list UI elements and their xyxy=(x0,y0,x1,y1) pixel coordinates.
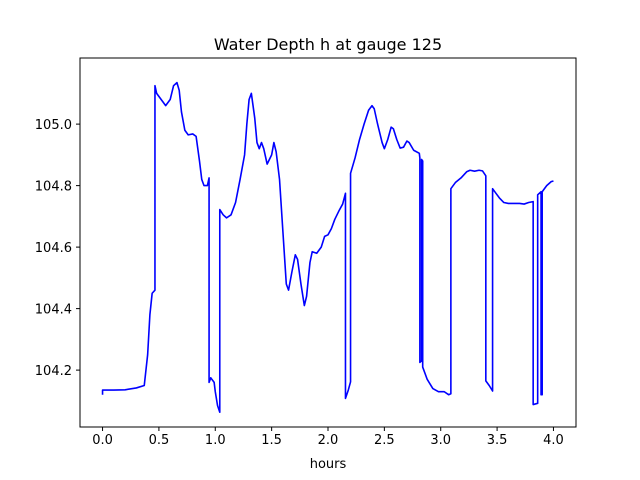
x-tick-label: 2.0 xyxy=(318,433,339,448)
chart-title: Water Depth h at gauge 125 xyxy=(214,35,442,54)
y-axis-ticks: 104.2 104.4 104.6 104.8 105.0 xyxy=(35,118,80,379)
x-tick-label: 0.5 xyxy=(149,433,170,448)
x-tick-label: 3.0 xyxy=(430,433,451,448)
x-tick-label: 0.0 xyxy=(92,433,113,448)
x-tick-label: 2.5 xyxy=(374,433,395,448)
x-tick-label: 4.0 xyxy=(543,433,564,448)
y-tick-label: 105.0 xyxy=(35,118,72,133)
y-tick-label: 104.8 xyxy=(35,180,72,195)
series-line-gauge-125 xyxy=(101,81,554,414)
x-axis-label: hours xyxy=(310,457,347,472)
x-tick-label: 3.5 xyxy=(487,433,508,448)
y-tick-label: 104.2 xyxy=(35,364,72,379)
y-tick-label: 104.6 xyxy=(35,241,72,256)
x-tick-label: 1.5 xyxy=(261,433,282,448)
x-axis-ticks: 0.0 0.5 1.0 1.5 2.0 2.5 3.0 3.5 4.0 xyxy=(92,427,564,448)
y-tick-label: 104.4 xyxy=(35,303,72,318)
plot-area xyxy=(101,81,554,414)
x-tick-label: 1.0 xyxy=(205,433,226,448)
